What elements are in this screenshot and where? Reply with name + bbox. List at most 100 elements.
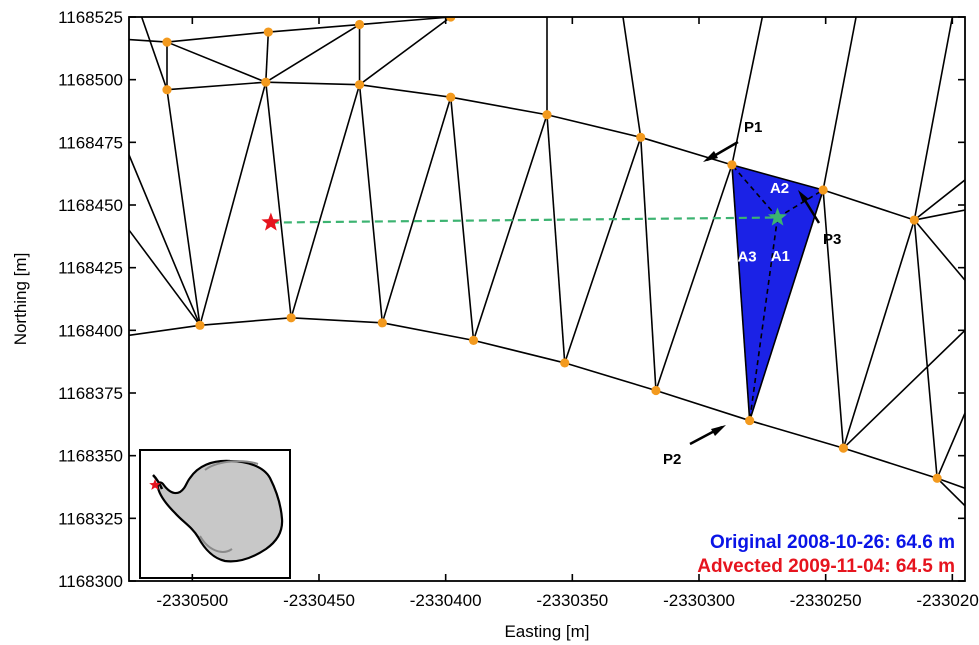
mesh-edge [564,362,657,392]
p1-annotation: P1 [703,119,762,162]
mesh-node [446,92,456,102]
mesh-node [909,215,919,225]
p2-annotation: P2 [663,425,726,468]
y-tick-label: 1168475 [58,133,123,152]
area-label-a2: A2 [770,180,789,197]
mesh-edge [265,31,270,83]
x-tick-label: -2330200 [916,591,979,610]
vertex-label-p2: P2 [663,451,681,468]
mesh-edge [473,339,565,364]
mesh-edge [265,23,360,83]
y-tick-label: 1168325 [58,509,123,528]
mesh-edge [382,322,474,342]
antarctica-landmass [156,459,284,563]
mesh-node [286,313,296,323]
area-split-line [731,164,779,219]
mesh-node [261,77,271,87]
x-tick-label: -2330300 [663,591,735,610]
mesh-edge [449,97,475,341]
mesh-edge [546,113,641,139]
mesh-edge [655,389,750,422]
mesh-node [542,110,552,120]
mesh-node [162,85,172,95]
mesh-edge [731,17,764,166]
start-point-star-marker [261,212,281,231]
mesh-node [838,443,849,453]
mesh-node [636,132,646,142]
mesh-node [354,80,365,90]
mesh-edge [129,229,201,326]
mesh-edge [622,17,642,138]
y-axis: 1168300 1168325 1168350 1168375 1168400 11684… [58,8,965,591]
mesh-edge [129,38,168,43]
mesh-node [354,19,365,30]
end-point-star-marker [768,207,787,226]
mesh-node [818,185,828,195]
mesh-edge [166,31,269,43]
mesh-edge [199,317,292,327]
mesh-edge [268,23,360,33]
antarctica-inset-map [139,449,291,579]
mesh-edge [913,17,954,221]
y-tick-label: 1168425 [58,259,123,278]
mesh-edge [199,81,267,326]
mesh-edge [843,447,938,479]
mesh-nodes [162,17,942,483]
area-label-a3: A3 [737,249,756,266]
mesh-node [195,320,205,330]
mesh-edge [842,219,916,449]
y-tick-label: 1168300 [58,572,123,591]
x-tick-label: -2330250 [790,591,862,610]
mesh-edge [914,209,965,221]
y-tick-label: 1168400 [58,321,123,340]
mesh-node [446,17,456,22]
mesh-edge [639,137,657,391]
mesh-edge [822,189,915,221]
y-tick-label: 1168375 [58,384,123,403]
mesh-edge [140,17,168,90]
x-tick-label: -2330350 [536,591,608,610]
mesh-edge [472,114,548,341]
mesh-node [377,318,387,328]
y-tick-label: 1168350 [58,447,123,466]
vertex-label-p1: P1 [744,119,762,136]
mesh-edge [129,154,201,326]
x-tick-label: -2330400 [410,591,482,610]
mesh-edge [913,219,965,281]
x-tick-label: -2330450 [283,591,355,610]
y-tick-label: 1168450 [58,196,123,215]
mesh-node [745,415,755,426]
x-tick-label: -2330500 [156,591,228,610]
mesh-edge [359,83,451,99]
advection-trajectory [270,216,778,224]
mesh-edge [265,82,292,318]
x-axis-title: Easting [m] [504,622,589,641]
mesh-edge [450,96,548,116]
mesh-edge [358,84,384,323]
mesh-edge [546,114,566,363]
original-thickness-annotation: Original 2008-10-26: 64.6 m [710,532,955,553]
mesh-node [727,160,737,170]
mesh-edge [913,179,965,221]
mesh-edge [913,219,938,479]
mesh [129,17,965,507]
x-axis: -2330500 -2330450 -2330400 -2330350 -2330300… [156,17,979,610]
plot-frame [128,16,966,582]
mesh-edge [166,89,201,326]
mesh-edge [822,189,845,449]
mesh-edge [291,317,383,324]
mesh-edge [640,136,733,166]
advected-thickness-annotation: Advected 2009-11-04: 64.5 m [697,556,955,577]
mesh-edge [731,164,824,191]
mesh-edge [748,189,824,421]
mesh-edge [822,17,857,191]
mesh-node [651,385,661,396]
mesh-node [560,358,570,368]
mesh-edge [731,164,751,421]
mesh-edge [655,164,733,391]
mesh-node [932,473,942,483]
mesh-edge [936,477,965,490]
mesh-edge [749,419,844,449]
mesh-edge [290,84,361,319]
